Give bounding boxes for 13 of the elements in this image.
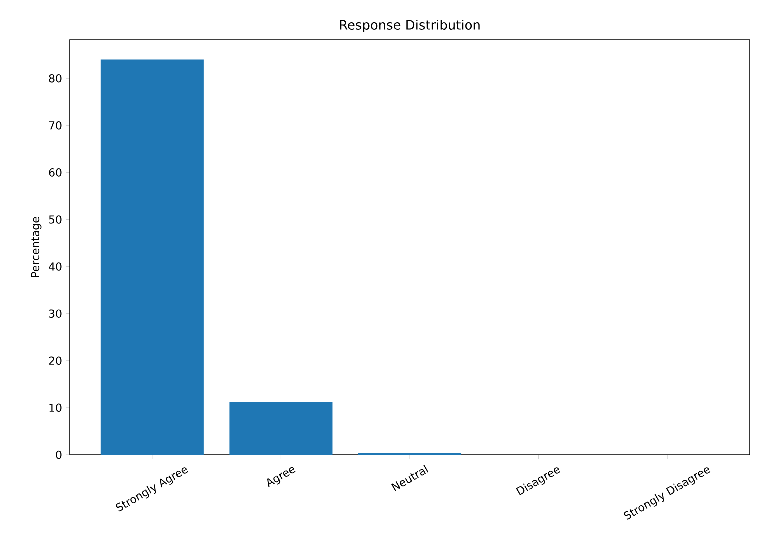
y-tick-label: 10	[50, 404, 62, 412]
bar	[100, 60, 204, 455]
y-tick-label: 80	[49, 74, 62, 83]
y-tick-label: 0	[56, 450, 62, 460]
y-tick-label: 40	[49, 262, 62, 271]
y-tick-label: 50	[49, 216, 62, 224]
chart-title: Response Distribution	[340, 20, 480, 32]
y-tick-label: 30	[49, 310, 62, 318]
y-tick-label: 20	[49, 356, 62, 366]
y-tick-label: 60	[49, 168, 62, 177]
y-axis-title: Percentage	[31, 217, 42, 278]
bar	[230, 402, 333, 455]
y-tick-label: 70	[49, 121, 62, 130]
